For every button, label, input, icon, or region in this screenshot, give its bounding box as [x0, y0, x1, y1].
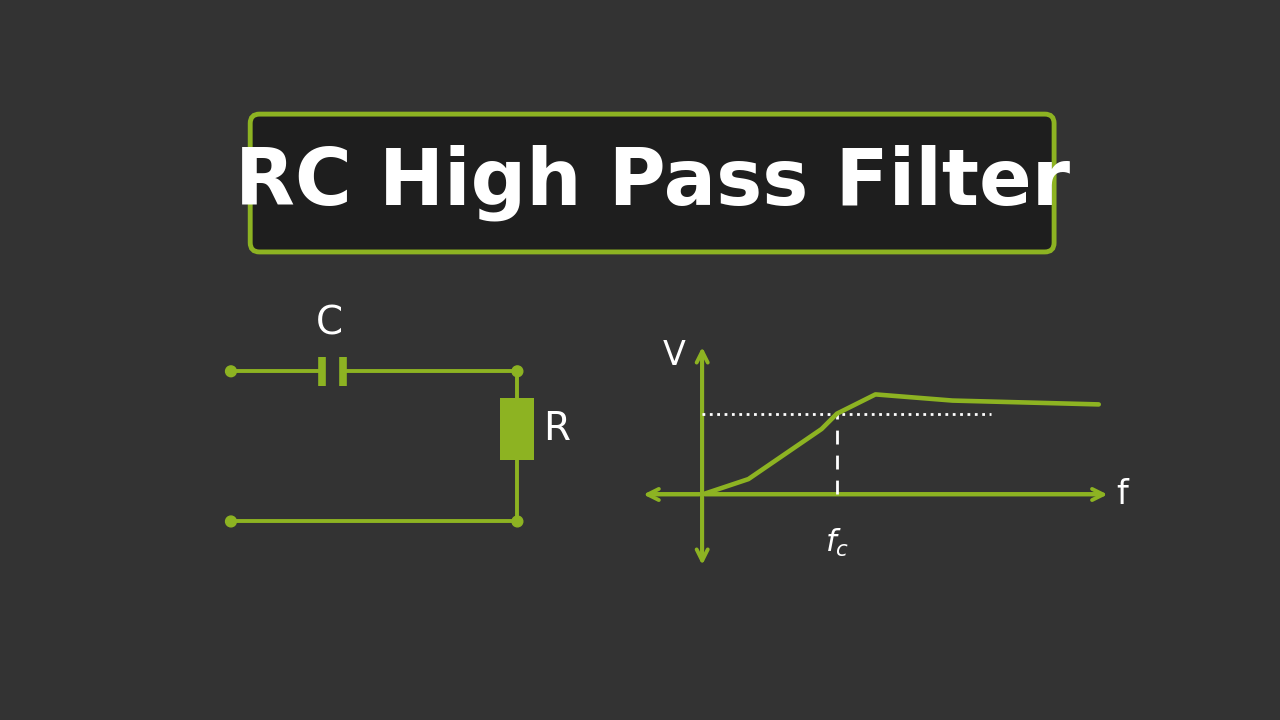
Text: C: C	[316, 305, 343, 343]
Text: f: f	[1116, 478, 1128, 511]
Text: V: V	[662, 339, 685, 372]
Circle shape	[512, 366, 522, 377]
Circle shape	[225, 516, 237, 527]
Text: R: R	[544, 410, 571, 448]
Circle shape	[225, 366, 237, 377]
Bar	[500, 398, 534, 460]
FancyBboxPatch shape	[250, 114, 1055, 252]
Circle shape	[512, 516, 522, 527]
Text: $f_c$: $f_c$	[824, 527, 849, 559]
Text: RC High Pass Filter: RC High Pass Filter	[234, 145, 1070, 221]
